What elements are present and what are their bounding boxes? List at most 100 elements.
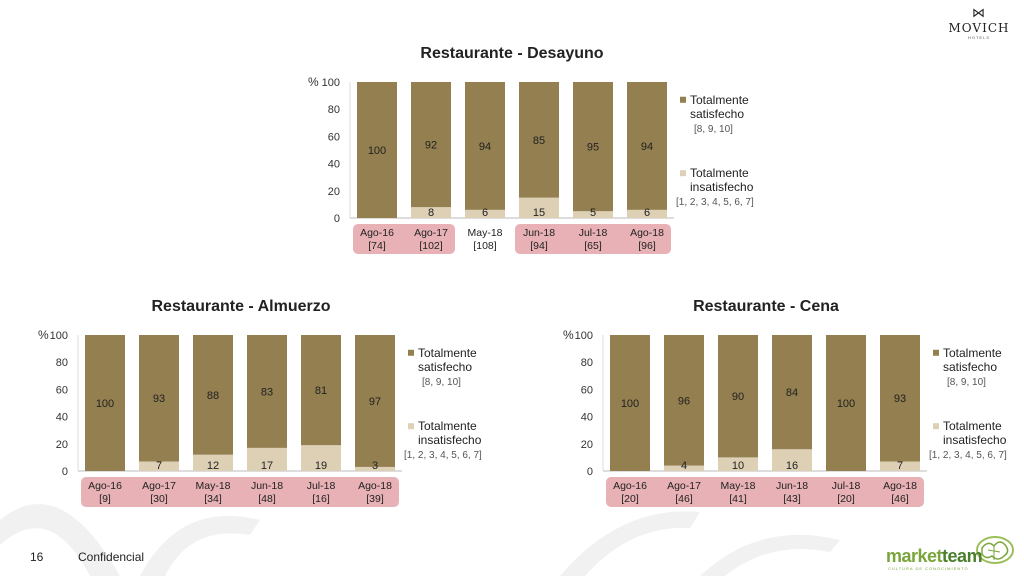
- chart2-legend-label-satisfied-1: Totalmente: [418, 346, 477, 360]
- chart3-bar-unsatisfied: [880, 461, 920, 471]
- chart3-count-label: [20]: [837, 493, 855, 505]
- chart2-legend-label-satisfied-2: satisfecho: [418, 360, 472, 374]
- chart3-count-label: [46]: [675, 493, 693, 505]
- chart1-category-highlight: [515, 224, 671, 254]
- chart1-data-label-satisfied: 94: [479, 141, 491, 153]
- chart3-data-label-unsatisfied: 4: [681, 460, 687, 472]
- chart2-data-label-satisfied: 97: [369, 396, 381, 408]
- chart2-category-label: Ago-17: [142, 480, 176, 492]
- chart3-legend-swatch-satisfied: [933, 349, 939, 356]
- chart3-category-label: Ago-18: [883, 480, 917, 492]
- chart1-y-tick-label: 20: [328, 186, 340, 198]
- movich-sub: HOTELS: [967, 35, 990, 40]
- chart1-data-label-satisfied: 85: [533, 135, 545, 147]
- chart2-data-label-satisfied: 100: [96, 398, 114, 410]
- chart3-title: Restaurante - Cena: [693, 298, 839, 315]
- chart2-data-label-satisfied: 83: [261, 386, 273, 398]
- chart2-count-label: [34]: [204, 493, 222, 505]
- chart3-category-label: Jun-18: [776, 480, 808, 492]
- chart3-data-label-unsatisfied: 10: [732, 460, 744, 472]
- chart1-category-label: Ago-17: [414, 227, 448, 239]
- chart2-y-tick-label: 60: [56, 384, 68, 396]
- chart3-y-tick-label: 0: [587, 466, 593, 478]
- confidential-label: Confidencial: [78, 550, 145, 564]
- chart1-bar-unsatisfied: [411, 207, 451, 218]
- chart1-bar-satisfied: [627, 82, 667, 210]
- chart3-legend-range-satisfied: [8, 9, 10]: [947, 377, 986, 388]
- chart3-bar-satisfied: [718, 335, 758, 458]
- chart3-category-highlight: [606, 477, 924, 507]
- chart1-category-label: Ago-16: [360, 227, 394, 239]
- chart1-legend-label-satisfied-1: Totalmente: [690, 93, 749, 107]
- chart3-count-label: [20]: [621, 493, 639, 505]
- chart3-count-label: [43]: [783, 493, 801, 505]
- chart1-data-label-unsatisfied: 6: [482, 207, 488, 219]
- chart1-y-tick-label: 80: [328, 104, 340, 116]
- chart1-bar-unsatisfied: [573, 211, 613, 218]
- chart3-bar-satisfied: [880, 335, 920, 462]
- chart2-legend-label-unsatisfied-2: insatisfecho: [418, 433, 482, 447]
- chart1-data-label-satisfied: 95: [587, 142, 599, 154]
- chart2-category-label: Jul-18: [307, 480, 336, 492]
- chart2-bar-satisfied: [355, 335, 395, 467]
- movich-brand: MOVICH: [948, 21, 1010, 35]
- marketteam-name-a: market: [886, 546, 943, 566]
- chart2-bar-satisfied: [193, 335, 233, 455]
- chart3-category-label: Jul-18: [832, 480, 861, 492]
- chart1-data-label-unsatisfied: 15: [533, 207, 545, 219]
- chart1-count-label: [96]: [638, 240, 656, 252]
- chart1-legend-label-unsatisfied-1: Totalmente: [690, 166, 749, 180]
- chart2-bar-satisfied: [85, 335, 125, 471]
- chart1-y-tick-label: 0: [334, 213, 340, 225]
- chart1-bar-satisfied: [465, 82, 505, 210]
- chart3-y-tick-label: 60: [581, 384, 593, 396]
- chart3-category-label: May-18: [720, 480, 755, 492]
- chart2-legend-label-unsatisfied-1: Totalmente: [418, 419, 477, 433]
- chart2-bar-satisfied: [301, 335, 341, 446]
- chart2-count-label: [16]: [312, 493, 330, 505]
- chart2-count-label: [30]: [150, 493, 168, 505]
- chart3-data-label-satisfied: 100: [621, 398, 639, 410]
- chart1-category-label: Jul-18: [579, 227, 608, 239]
- chart2-y-tick-label: 0: [62, 466, 68, 478]
- chart1-bar-unsatisfied: [519, 197, 559, 218]
- chart2-category-label: Ago-16: [88, 480, 122, 492]
- chart2-category-label: Jun-18: [251, 480, 283, 492]
- chart1-data-label-unsatisfied: 5: [590, 207, 596, 219]
- marketteam-logo: marketteam CULTURA DE CONOCIMIENTO: [882, 534, 1022, 574]
- chart1-legend-swatch-unsatisfied: [680, 170, 686, 177]
- chart2-bar-unsatisfied: [355, 466, 395, 471]
- chart2-data-label-satisfied: 81: [315, 385, 327, 397]
- chart1-count-label: [74]: [368, 240, 386, 252]
- chart2-bar-satisfied: [139, 335, 179, 462]
- movich-logo: ⋈ MOVICH HOTELS: [944, 6, 1014, 42]
- chart1-category-label: Ago-18: [630, 227, 664, 239]
- chart2-data-label-unsatisfied: 17: [261, 460, 273, 472]
- chart2-count-label: [9]: [99, 493, 111, 505]
- chart3-bar-satisfied: [826, 335, 866, 471]
- chart3-y-unit-label: %: [563, 328, 574, 342]
- chart1-count-label: [108]: [473, 240, 496, 252]
- chart3-category-label: Ago-17: [667, 480, 701, 492]
- chart2-y-tick-label: 40: [56, 412, 68, 424]
- chart1-y-tick-label: 40: [328, 159, 340, 171]
- chart3-bar-unsatisfied: [718, 457, 758, 471]
- chart3-legend-label-satisfied-2: satisfecho: [943, 360, 997, 374]
- chart1-y-tick-label: 60: [328, 131, 340, 143]
- chart1-bar-satisfied: [573, 82, 613, 212]
- chart1-bar-unsatisfied: [465, 209, 505, 218]
- chart2-data-label-unsatisfied: 3: [372, 460, 378, 472]
- chart3-y-tick-label: 100: [575, 330, 593, 342]
- chart2-category-label: May-18: [195, 480, 230, 492]
- chart2-y-tick-label: 100: [50, 330, 68, 342]
- chart2-legend-swatch-satisfied: [408, 349, 414, 356]
- chart3-y-tick-label: 80: [581, 357, 593, 369]
- chart3-data-label-unsatisfied: 7: [897, 460, 903, 472]
- chart1-title: Restaurante - Desayuno: [420, 45, 603, 62]
- chart2-legend-range-satisfied: [8, 9, 10]: [422, 377, 461, 388]
- chart1-data-label-unsatisfied: 8: [428, 207, 434, 219]
- movich-mark-icon: ⋈: [972, 6, 986, 21]
- chart1-legend-range-unsatisfied: [1, 2, 3, 4, 5, 6, 7]: [676, 197, 754, 208]
